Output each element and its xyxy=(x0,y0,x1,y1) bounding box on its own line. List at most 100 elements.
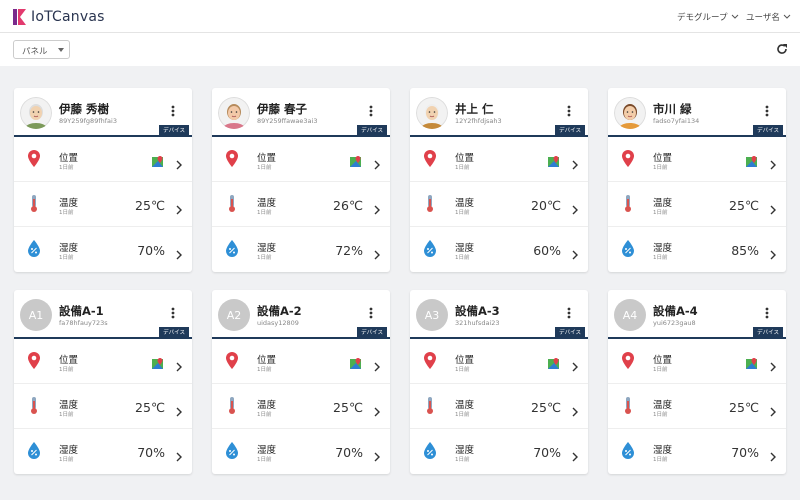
chevron[interactable] xyxy=(176,245,182,264)
sensor-row[interactable]: 湿度 1日前 70% xyxy=(14,429,192,474)
map-icon[interactable] xyxy=(548,355,560,374)
chevron-graphic xyxy=(572,452,578,462)
sensor-row[interactable]: 位置 1日前 xyxy=(14,339,192,384)
sensor-row[interactable]: 温度 1日前 25℃ xyxy=(608,384,786,429)
card-header: A2 設備A-2 uidasy12809 デバイス xyxy=(212,290,390,339)
chevron[interactable] xyxy=(572,447,578,466)
sensor-value: 25℃ xyxy=(135,198,165,213)
map-icon[interactable] xyxy=(548,153,560,172)
more-menu[interactable] xyxy=(567,304,571,323)
sensor-row[interactable]: 湿度 1日前 70% xyxy=(14,227,192,272)
more-menu[interactable] xyxy=(171,102,175,121)
sensor-row[interactable]: 湿度 1日前 70% xyxy=(212,429,390,474)
device-card: 市川 緑 fadso7yfai134 デバイス 位置 1日前 温度 1日前 25℃ 湿度 1日前 8… xyxy=(608,88,786,272)
sensor-value: 70% xyxy=(137,445,165,460)
chevron[interactable] xyxy=(176,357,182,376)
sensor-value: 25℃ xyxy=(531,400,561,415)
menu-label[interactable]: ユーザ名 xyxy=(746,13,780,23)
sensor-row[interactable]: 位置 1日前 xyxy=(410,137,588,182)
badge: デバイス xyxy=(159,327,189,337)
chevron[interactable] xyxy=(374,402,380,421)
panel-select[interactable]: パネル xyxy=(13,40,70,59)
sensor-icon-graphic xyxy=(622,442,634,459)
badge: デバイス xyxy=(555,327,585,337)
chevron[interactable] xyxy=(770,200,776,219)
chevron[interactable] xyxy=(176,155,182,174)
map-icon[interactable] xyxy=(746,153,758,172)
sensor-row[interactable]: 湿度 1日前 60% xyxy=(410,227,588,272)
sensor-row[interactable]: 湿度 1日前 70% xyxy=(410,429,588,474)
map-icon[interactable] xyxy=(152,355,164,374)
sensor-row[interactable]: 位置 1日前 xyxy=(608,137,786,182)
refresh-button[interactable] xyxy=(776,43,788,55)
more-menu-graphic xyxy=(765,307,769,319)
sensor-icon xyxy=(224,441,240,464)
more-menu[interactable] xyxy=(369,304,373,323)
chevron[interactable] xyxy=(770,357,776,376)
map-icon[interactable] xyxy=(350,153,362,172)
select-label[interactable]: パネル xyxy=(22,47,48,57)
chevron[interactable] xyxy=(374,200,380,219)
sensor-icon-graphic xyxy=(427,195,433,212)
sensor-row[interactable]: 湿度 1日前 72% xyxy=(212,227,390,272)
sensor-row[interactable]: 温度 1日前 25℃ xyxy=(14,384,192,429)
group-menu[interactable]: デモグループ xyxy=(677,11,740,23)
sensor-row[interactable]: 位置 1日前 xyxy=(410,339,588,384)
chevron[interactable] xyxy=(572,155,578,174)
chevron[interactable] xyxy=(374,357,380,376)
sensor-row[interactable]: 位置 1日前 xyxy=(608,339,786,384)
sensor-icon xyxy=(224,194,240,217)
sensor-row[interactable]: 温度 1日前 25℃ xyxy=(608,182,786,227)
chevron[interactable] xyxy=(572,357,578,376)
more-menu[interactable] xyxy=(765,304,769,323)
sensor-icon xyxy=(26,194,42,217)
sensor-label: 温度 xyxy=(653,400,673,411)
map-icon[interactable] xyxy=(350,355,362,374)
sensor-row[interactable]: 湿度 1日前 70% xyxy=(608,429,786,474)
chevron[interactable] xyxy=(374,447,380,466)
sensor-icon xyxy=(224,239,240,262)
chevron[interactable] xyxy=(770,447,776,466)
sensor-row[interactable]: 位置 1日前 xyxy=(212,339,390,384)
map-icon[interactable] xyxy=(152,153,164,172)
chevron[interactable] xyxy=(572,402,578,421)
card-name: 伊藤 春子 xyxy=(257,102,308,116)
map-icon[interactable] xyxy=(746,355,758,374)
sensor-row[interactable]: 温度 1日前 25℃ xyxy=(410,384,588,429)
card-id: yui6723gau8 xyxy=(653,319,696,327)
chevron[interactable] xyxy=(176,447,182,466)
more-menu[interactable] xyxy=(765,102,769,121)
sensor-row[interactable]: 位置 1日前 xyxy=(212,137,390,182)
sensor-row[interactable]: 温度 1日前 25℃ xyxy=(212,384,390,429)
menu-label[interactable]: デモグループ xyxy=(677,13,728,23)
sensor-time: 1日前 xyxy=(455,367,470,373)
sensor-row[interactable]: 温度 1日前 25℃ xyxy=(14,182,192,227)
chevron[interactable] xyxy=(572,245,578,264)
sensor-value: 60% xyxy=(533,243,561,258)
sensor-row[interactable]: 温度 1日前 26℃ xyxy=(212,182,390,227)
sensor-icon-graphic xyxy=(28,442,40,459)
chevron[interactable] xyxy=(176,402,182,421)
card-name: 伊藤 秀樹 xyxy=(59,102,110,116)
avatar: A4 xyxy=(614,299,646,331)
more-menu[interactable] xyxy=(171,304,175,323)
sensor-icon xyxy=(620,441,636,464)
map-icon-graphic xyxy=(152,156,163,167)
sensor-row[interactable]: 位置 1日前 xyxy=(14,137,192,182)
sensor-row[interactable]: 温度 1日前 20℃ xyxy=(410,182,588,227)
user-menu[interactable]: ユーザ名 xyxy=(746,11,792,23)
chevron[interactable] xyxy=(770,402,776,421)
sensor-row[interactable]: 湿度 1日前 85% xyxy=(608,227,786,272)
chevron[interactable] xyxy=(770,245,776,264)
more-menu[interactable] xyxy=(567,102,571,121)
chevron[interactable] xyxy=(770,155,776,174)
more-menu[interactable] xyxy=(369,102,373,121)
chevron[interactable] xyxy=(176,200,182,219)
chevron-graphic xyxy=(770,362,776,372)
chevron[interactable] xyxy=(374,245,380,264)
logo: IoTCanvas xyxy=(13,8,105,26)
map-icon-graphic xyxy=(746,358,757,369)
chevron[interactable] xyxy=(374,155,380,174)
chevron[interactable] xyxy=(572,200,578,219)
card-header: 伊藤 秀樹 89Y259fg89fhfai3 デバイス xyxy=(14,88,192,137)
